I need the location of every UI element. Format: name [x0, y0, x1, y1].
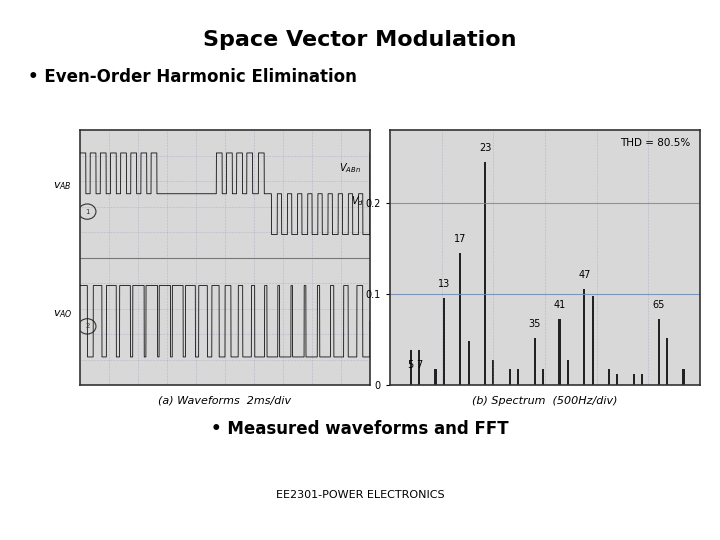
Text: (a) Waveforms  2ms/div: (a) Waveforms 2ms/div	[158, 396, 292, 406]
Bar	[567, 360, 569, 385]
Text: 35: 35	[528, 319, 541, 328]
Bar	[559, 320, 560, 385]
Text: THD = 80.5%: THD = 80.5%	[621, 138, 690, 147]
Bar	[459, 253, 462, 385]
Text: $v_{AB}$: $v_{AB}$	[53, 180, 72, 192]
Bar	[410, 350, 412, 385]
Bar	[492, 360, 495, 385]
Bar	[657, 320, 660, 385]
Bar	[443, 299, 445, 385]
Text: 2: 2	[85, 323, 89, 329]
Bar	[517, 369, 519, 385]
Text: 1: 1	[85, 208, 89, 214]
Bar	[534, 338, 536, 385]
Bar	[583, 289, 585, 385]
Text: (b) Spectrum  (500Hz/div): (b) Spectrum (500Hz/div)	[472, 396, 618, 406]
Bar	[434, 369, 436, 385]
Text: 47: 47	[578, 270, 590, 280]
Bar	[641, 374, 643, 385]
Bar	[467, 341, 469, 385]
Text: 65: 65	[652, 300, 665, 310]
Text: 17: 17	[454, 234, 467, 244]
Bar	[616, 374, 618, 385]
Text: 5: 5	[408, 360, 414, 370]
Text: 23: 23	[479, 143, 491, 153]
Bar	[418, 350, 420, 385]
Text: Space Vector Modulation: Space Vector Modulation	[203, 30, 517, 50]
Bar	[633, 374, 635, 385]
Bar	[666, 338, 668, 385]
Bar	[509, 369, 511, 385]
Text: 7: 7	[416, 360, 422, 370]
Text: 13: 13	[438, 279, 450, 289]
Bar	[683, 369, 685, 385]
Text: • Even-Order Harmonic Elimination: • Even-Order Harmonic Elimination	[28, 68, 357, 86]
Text: $v_{AO}$: $v_{AO}$	[53, 308, 73, 320]
Text: • Measured waveforms and FFT: • Measured waveforms and FFT	[211, 420, 509, 438]
Bar	[608, 369, 610, 385]
Text: EE2301-POWER ELECTRONICS: EE2301-POWER ELECTRONICS	[276, 490, 444, 500]
Text: $V_{ABn}$: $V_{ABn}$	[339, 161, 361, 175]
Text: $V_d$: $V_d$	[351, 194, 364, 208]
Bar	[542, 369, 544, 385]
Text: 41: 41	[554, 300, 566, 310]
Bar	[592, 296, 593, 385]
Bar	[484, 162, 486, 385]
